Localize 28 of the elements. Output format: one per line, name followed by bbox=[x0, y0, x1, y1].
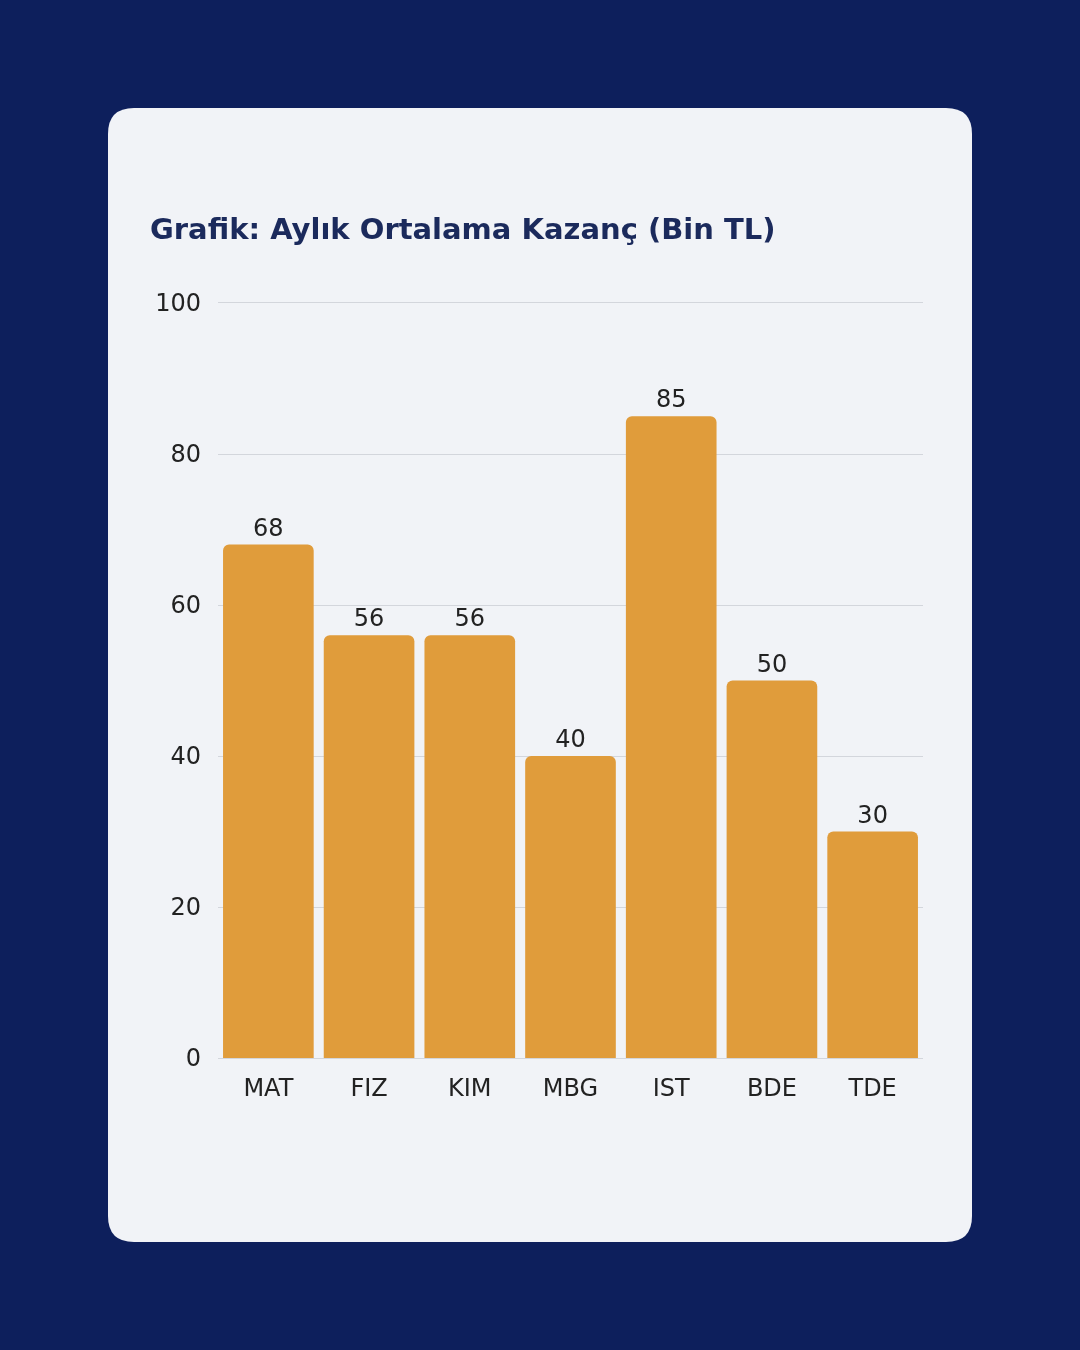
x-tick-label: MAT bbox=[243, 1073, 294, 1102]
data-label: 40 bbox=[555, 725, 586, 753]
x-tick-label: BDE bbox=[746, 1073, 797, 1102]
data-label: 56 bbox=[454, 604, 486, 633]
x-tick-label: IST bbox=[652, 1073, 691, 1102]
y-tick-label: 40 bbox=[170, 742, 201, 771]
bar bbox=[726, 680, 818, 1058]
bar bbox=[223, 544, 314, 1058]
x-tick-label: FIZ bbox=[350, 1073, 388, 1102]
data-label: 56 bbox=[353, 604, 385, 633]
y-tick-label: 60 bbox=[170, 591, 201, 620]
chart-title: Grafik: Aylık Ortalama Kazanç (Bin TL) bbox=[150, 212, 776, 247]
y-tick-label: 100 bbox=[155, 289, 201, 318]
bar bbox=[424, 635, 516, 1058]
y-tick-label: 20 bbox=[170, 893, 201, 922]
y-tick-label: 0 bbox=[185, 1044, 201, 1073]
data-label: 68 bbox=[253, 513, 284, 542]
bar bbox=[323, 635, 415, 1058]
bar bbox=[525, 756, 616, 1058]
x-tick-label: KIM bbox=[448, 1073, 492, 1102]
x-tick-label: MBG bbox=[542, 1073, 599, 1102]
bar bbox=[827, 831, 918, 1058]
data-label: 50 bbox=[756, 649, 788, 678]
data-label: 85 bbox=[655, 385, 687, 414]
bar bbox=[625, 416, 717, 1058]
y-tick-label: 80 bbox=[170, 440, 201, 469]
x-tick-label: TDE bbox=[847, 1073, 897, 1102]
data-label: 30 bbox=[857, 800, 888, 829]
